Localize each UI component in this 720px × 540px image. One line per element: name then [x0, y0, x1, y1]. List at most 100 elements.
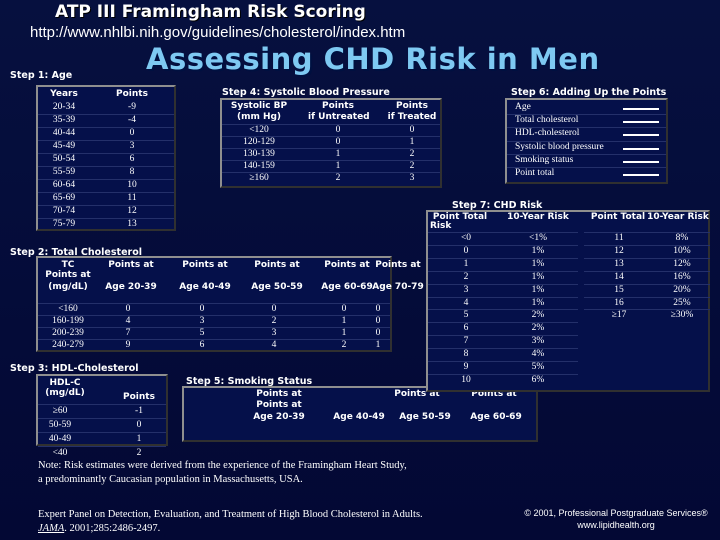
age-points: -9 — [128, 102, 136, 112]
column-header: if Treated — [387, 112, 437, 122]
ten-year-risk: 1% — [531, 258, 545, 269]
row-divider — [428, 296, 578, 298]
column-header: Points at — [256, 400, 302, 410]
column-header-continued: Risk — [430, 221, 452, 231]
cholesterol-cell: 6 — [199, 340, 205, 350]
ten-year-risk: 6% — [531, 374, 545, 385]
cholesterol-cell: 160-199 — [52, 316, 84, 326]
hdl-range: <40 — [52, 448, 68, 458]
row-divider — [38, 303, 390, 304]
row-divider — [428, 309, 578, 311]
blank-entry-line — [623, 174, 659, 176]
column-header: Points at — [182, 260, 228, 270]
step7-label: Step 7: CHD Risk — [452, 200, 543, 211]
column-header: (mm Hg) — [236, 112, 282, 122]
ten-year-risk: 1% — [531, 297, 545, 308]
slide-header-title: ATP III Framingham Risk Scoring — [55, 2, 366, 22]
ten-year-risk: ≥30% — [670, 310, 694, 321]
row-divider — [38, 432, 166, 433]
row-divider — [507, 140, 666, 142]
reference-citation: . 2001;285:2486-2497. — [64, 523, 161, 534]
column-header: Age 40-49 — [333, 412, 385, 422]
age-range: 20-34 — [52, 102, 76, 112]
ten-year-risk: 5% — [531, 362, 545, 372]
cholesterol-cell: 0 — [375, 304, 381, 314]
column-header: Age 40-49 — [179, 282, 231, 292]
age-range: 50-54 — [52, 154, 76, 164]
bp-points-treated: 3 — [409, 173, 415, 183]
cholesterol-cell: 0 — [341, 304, 347, 314]
bp-range: <120 — [249, 125, 269, 135]
column-header: Years — [50, 89, 78, 99]
row-divider — [38, 166, 174, 167]
ten-year-risk: 2% — [531, 310, 545, 321]
cholesterol-cell: 1 — [341, 328, 347, 338]
hdl-range: 50-59 — [48, 420, 72, 430]
age-points: 12 — [127, 206, 137, 216]
cholesterol-cell: 0 — [375, 316, 381, 326]
reference-line1: Expert Panel on Detection, Evaluation, a… — [38, 509, 423, 520]
age-range: 45-49 — [52, 141, 76, 151]
row-divider — [38, 339, 390, 340]
point-total-item: Total cholesterol — [515, 115, 579, 126]
point-total: 13 — [614, 258, 624, 269]
column-header: Points at — [324, 260, 370, 270]
ten-year-risk: 12% — [673, 258, 691, 269]
total-cholesterol-table: TC Points at Points at Points at Points at Po… — [36, 256, 424, 352]
note-line2: a predominantly Caucasian population in … — [38, 474, 303, 485]
age-range: 70-74 — [52, 206, 76, 216]
bp-points-untreated: 2 — [335, 173, 341, 183]
systolic-bp-table: Systolic BP (mm Hg) Points if Untreated Poin… — [220, 98, 442, 188]
ten-year-risk: 4% — [531, 349, 545, 360]
column-header: 10-Year Risk — [507, 212, 569, 222]
hdl-range: ≥60 — [52, 406, 68, 416]
age-points: 8 — [129, 167, 135, 177]
column-header: Points at — [394, 389, 440, 399]
row-divider — [38, 315, 390, 316]
row-divider — [38, 153, 174, 154]
column-header: (mg/dL) — [45, 388, 85, 398]
smoking-table: Points at Points at Points at Points at Age … — [182, 386, 538, 442]
column-header: if Untreated — [308, 112, 370, 122]
point-total: 5 — [463, 310, 469, 321]
point-total: 16 — [614, 297, 624, 308]
row-divider — [507, 114, 666, 116]
point-total: 1 — [463, 258, 469, 269]
journal-name: JAMA — [38, 523, 65, 534]
step4-label: Step 4: Systolic Blood Pressure — [222, 87, 390, 98]
point-total: 10 — [461, 374, 471, 385]
age-points: 6 — [129, 154, 135, 164]
row-divider — [38, 179, 174, 180]
cholesterol-cell: 2 — [341, 340, 347, 350]
bp-range: 140-159 — [243, 161, 275, 171]
cholesterol-cell: 7 — [125, 328, 131, 338]
age-points: 0 — [129, 128, 135, 138]
bp-points-untreated: 1 — [335, 149, 341, 159]
row-divider — [584, 309, 710, 311]
row-divider — [428, 322, 578, 324]
column-header: Point Total — [590, 212, 646, 222]
column-header: Age 50-59 — [399, 412, 451, 422]
bp-range: 120-129 — [243, 137, 275, 147]
age-range: 40-44 — [52, 128, 76, 138]
row-divider — [428, 373, 578, 375]
row-divider — [38, 192, 174, 193]
row-divider — [507, 167, 666, 168]
age-table: Years Points 20-34 -9 35-39 -4 40-44 0 45-49 3 50-… — [36, 85, 176, 231]
hdl-points: 0 — [136, 420, 142, 430]
point-total: 4 — [463, 297, 469, 308]
column-header: Age 50-59 — [251, 282, 303, 292]
column-header: Age 60-69 — [470, 412, 522, 422]
step2-label: Step 2: Total Cholesterol — [10, 247, 142, 258]
bp-points-untreated: 1 — [335, 161, 341, 171]
chd-risk-table: Point Total 10-Year Risk Point Total 10-Yea… — [426, 210, 710, 392]
cholesterol-cell: 9 — [125, 340, 131, 350]
step3-label: Step 3: HDL-Cholesterol — [10, 363, 139, 374]
ten-year-risk: 2% — [531, 323, 545, 334]
age-points: -4 — [128, 115, 136, 125]
row-divider — [428, 244, 578, 246]
row-divider — [584, 270, 710, 272]
cholesterol-cell: <160 — [58, 304, 78, 314]
row-divider — [428, 232, 578, 233]
column-header: Age 70-79 — [372, 282, 424, 292]
